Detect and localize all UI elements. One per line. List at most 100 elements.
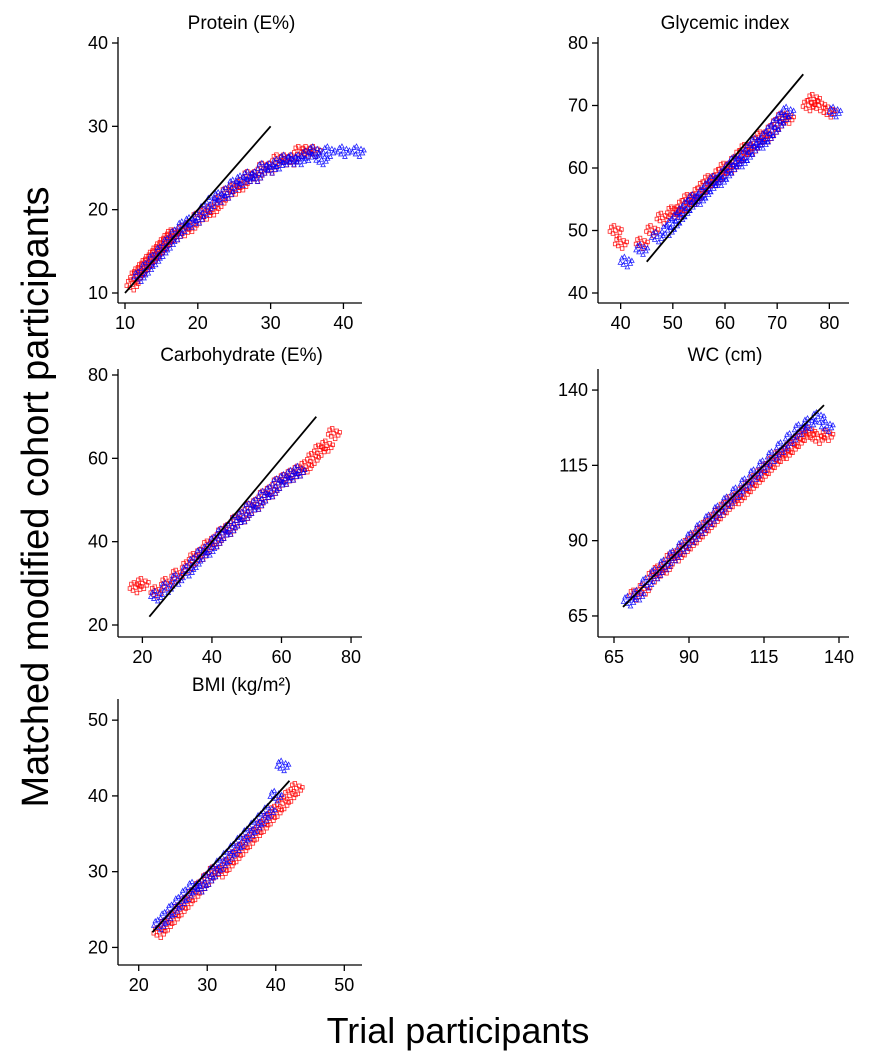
series-points	[620, 408, 836, 609]
data-point-triangle	[729, 500, 736, 506]
data-point-triangle	[273, 155, 280, 161]
data-point-triangle	[174, 575, 181, 582]
panel-title: BMI (kg/m²)	[192, 675, 291, 696]
data-point-triangle	[351, 144, 357, 150]
data-point-triangle	[710, 185, 717, 191]
data-point-square	[281, 806, 287, 812]
data-point-triangle	[193, 564, 199, 570]
data-point-triangle	[758, 134, 765, 140]
data-point-triangle	[266, 807, 272, 814]
data-point-triangle	[159, 580, 166, 586]
data-point-triangle	[308, 154, 315, 160]
data-point-square	[275, 814, 280, 819]
data-point-triangle	[147, 252, 154, 259]
data-point-triangle	[777, 439, 784, 445]
data-point-square	[613, 228, 618, 233]
panel: Protein (E%) 10 20 30 40 10 20 30 40	[88, 13, 367, 333]
data-point-triangle	[159, 591, 166, 597]
data-point-triangle	[224, 853, 231, 859]
data-point-triangle	[633, 586, 640, 592]
data-point-triangle	[205, 546, 212, 552]
data-point-triangle	[262, 489, 269, 495]
data-point-square	[654, 216, 660, 222]
data-point-triangle	[659, 569, 665, 575]
data-point-square	[784, 456, 789, 462]
data-point-triangle	[692, 526, 699, 532]
data-point-triangle	[278, 757, 284, 763]
data-point-triangle	[282, 475, 288, 482]
data-point-triangle	[221, 195, 228, 202]
data-point-triangle	[774, 115, 780, 121]
data-point-triangle	[675, 554, 682, 560]
data-point-triangle	[202, 206, 208, 212]
data-point-triangle	[685, 197, 692, 203]
data-point-square	[141, 586, 147, 592]
data-point-triangle	[837, 107, 844, 113]
data-point-triangle	[220, 535, 227, 541]
data-point-triangle	[658, 558, 664, 564]
data-point-triangle	[700, 198, 707, 204]
data-point-triangle	[309, 143, 316, 149]
data-point-triangle	[269, 170, 276, 176]
data-point-triangle	[132, 269, 139, 275]
data-point-triangle	[274, 763, 280, 769]
data-point-square	[658, 210, 664, 216]
data-point-triangle	[233, 178, 239, 184]
data-point-triangle	[194, 214, 201, 220]
y-tick-label: 65	[568, 606, 588, 626]
panel: Glycemic index 40 50 60 70 80 40 50 60 70 80	[568, 13, 849, 333]
data-point-triangle	[178, 218, 185, 224]
panel-title: Carbohydrate (E%)	[160, 345, 323, 366]
data-point-triangle	[335, 149, 341, 155]
data-point-triangle	[227, 531, 234, 537]
data-point-square	[819, 434, 824, 439]
data-point-triangle	[639, 593, 646, 599]
data-point-triangle	[340, 148, 347, 154]
data-point-triangle	[758, 139, 765, 145]
data-point-triangle	[263, 817, 270, 823]
data-point-triangle	[336, 144, 343, 150]
data-point-triangle	[243, 501, 250, 507]
data-point-square	[131, 287, 136, 293]
data-point-triangle	[657, 572, 664, 578]
data-point-triangle	[285, 152, 292, 159]
data-point-square	[648, 223, 653, 228]
data-point-triangle	[701, 517, 708, 523]
data-point-triangle	[212, 190, 219, 196]
data-point-square	[644, 229, 649, 234]
data-point-triangle	[739, 476, 745, 482]
data-point-triangle	[179, 887, 186, 893]
panel-title: Glycemic index	[661, 13, 790, 34]
data-point-triangle	[746, 472, 753, 478]
data-point-triangle	[361, 147, 367, 153]
data-point-triangle	[651, 565, 658, 571]
data-point-square	[736, 501, 741, 507]
data-point-triangle	[325, 148, 332, 154]
data-point-triangle	[229, 176, 236, 182]
data-point-square	[124, 283, 129, 288]
data-point-triangle	[245, 500, 252, 506]
data-point-triangle	[272, 490, 279, 496]
data-point-triangle	[320, 149, 327, 155]
data-point-triangle	[199, 216, 206, 222]
data-point-triangle	[145, 257, 152, 263]
data-point-triangle	[214, 543, 220, 550]
data-point-triangle	[690, 197, 697, 203]
data-point-triangle	[269, 493, 276, 500]
data-point-triangle	[641, 590, 647, 596]
data-point-triangle	[257, 498, 264, 504]
data-point-triangle	[192, 889, 198, 895]
data-point-triangle	[217, 540, 223, 546]
data-point-triangle	[806, 419, 812, 426]
data-point-triangle	[167, 915, 174, 922]
data-point-triangle	[708, 521, 715, 528]
data-point-triangle	[177, 573, 184, 579]
data-point-triangle	[302, 466, 308, 472]
data-point-square	[734, 496, 740, 501]
data-point-triangle	[281, 767, 287, 774]
data-point-triangle	[236, 509, 243, 516]
data-point-triangle	[784, 431, 790, 437]
data-point-square	[128, 277, 133, 282]
data-point-square	[134, 582, 140, 587]
